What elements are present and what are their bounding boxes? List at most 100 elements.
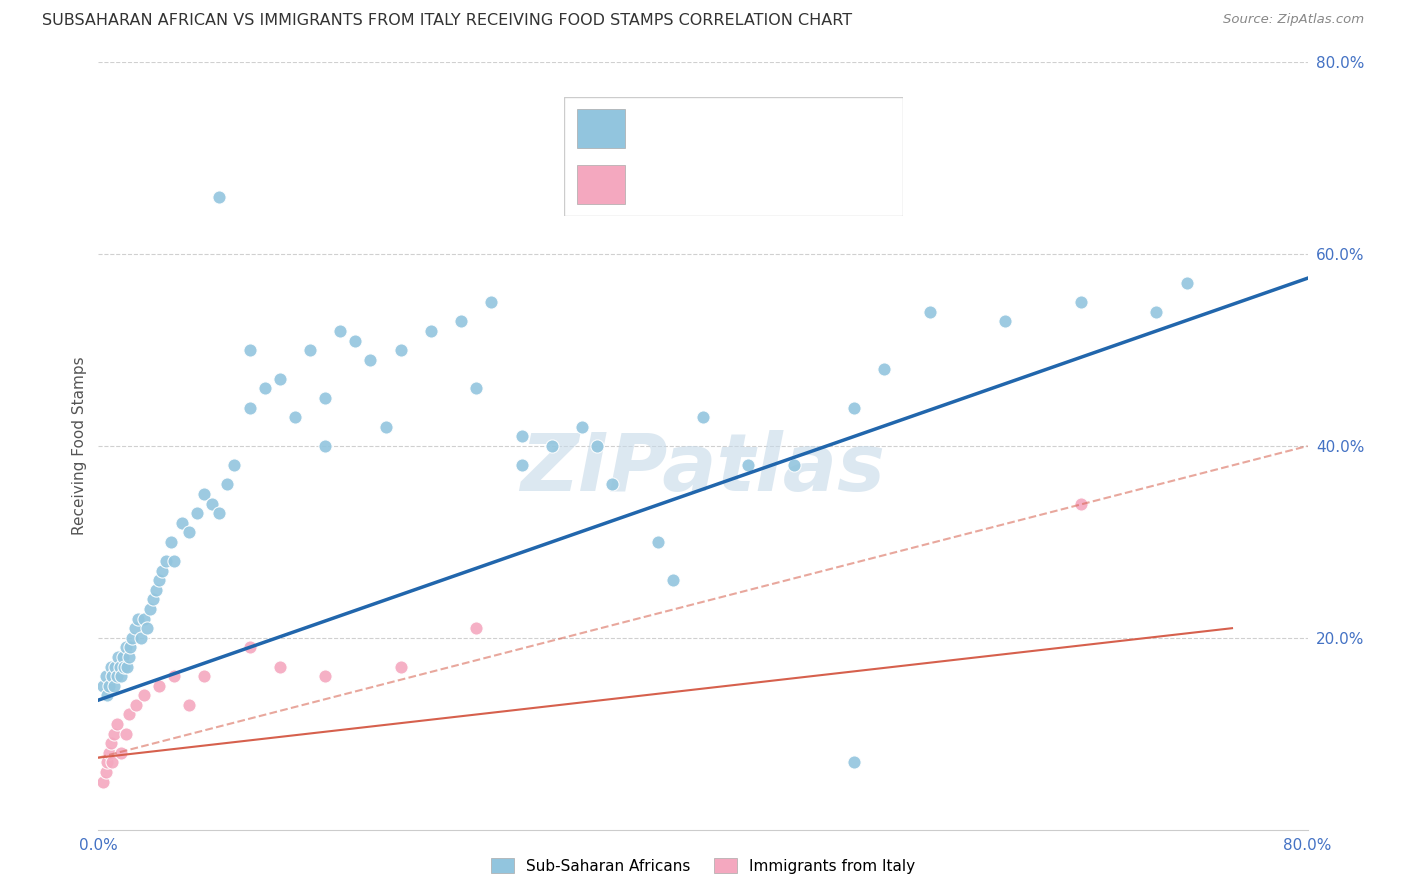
Point (661, 574, 683, 588)
Point (101, 756, 124, 770)
Point (105, 717, 128, 731)
Point (844, 756, 866, 770)
Point (148, 574, 170, 588)
Point (142, 592, 165, 607)
Point (91, 774, 114, 789)
Text: Source: ZipAtlas.com: Source: ZipAtlas.com (1223, 13, 1364, 27)
Point (284, 410, 307, 425)
Point (193, 487, 215, 501)
Point (145, 582, 167, 597)
Point (132, 689, 155, 703)
Point (224, 458, 246, 473)
Point (163, 554, 186, 568)
Point (647, 535, 669, 549)
Point (170, 516, 193, 530)
Point (193, 669, 215, 683)
Point (253, 382, 276, 396)
Point (389, 659, 412, 673)
Point (94, 765, 117, 780)
Point (186, 506, 208, 520)
Point (571, 420, 593, 434)
Point (540, 439, 562, 453)
Point (148, 679, 170, 693)
Point (329, 324, 352, 338)
Point (1175, 276, 1198, 290)
Point (98, 746, 121, 760)
Y-axis label: Receiving Food Stamps: Receiving Food Stamps (72, 357, 87, 535)
Point (115, 659, 138, 673)
Point (1070, 496, 1092, 510)
Point (269, 372, 291, 386)
Point (269, 659, 291, 673)
Point (124, 621, 146, 635)
Point (344, 334, 367, 348)
Point (129, 631, 152, 645)
Point (1070, 295, 1092, 310)
Point (103, 679, 125, 693)
Point (91, 679, 114, 693)
Point (139, 602, 162, 616)
Point (389, 343, 412, 358)
Point (100, 659, 122, 673)
Point (450, 314, 472, 328)
Point (239, 640, 262, 655)
Point (114, 726, 136, 740)
Point (783, 458, 806, 473)
Point (118, 649, 141, 664)
Point (844, 401, 866, 415)
Point (692, 410, 714, 425)
Point (239, 343, 262, 358)
Point (105, 669, 128, 683)
Point (101, 669, 124, 683)
Legend: Sub-Saharan Africans, Immigrants from Italy: Sub-Saharan Africans, Immigrants from It… (485, 852, 921, 880)
Point (103, 726, 125, 740)
Point (465, 382, 488, 396)
Point (160, 535, 183, 549)
Point (107, 649, 129, 664)
Point (96, 689, 118, 703)
Point (98, 679, 121, 693)
Point (100, 736, 122, 750)
Point (918, 305, 941, 319)
Point (737, 458, 759, 473)
Point (150, 564, 173, 578)
Point (163, 669, 186, 683)
Point (374, 420, 396, 434)
Point (420, 324, 443, 338)
Point (314, 439, 336, 453)
Point (602, 477, 624, 491)
Point (481, 295, 503, 310)
Point (135, 621, 157, 635)
Point (510, 429, 533, 443)
Point (179, 525, 201, 540)
Point (114, 640, 136, 655)
Point (314, 669, 336, 683)
Point (994, 314, 1017, 328)
Point (120, 640, 142, 655)
Point (94, 669, 117, 683)
Point (360, 352, 382, 367)
Text: SUBSAHARAN AFRICAN VS IMMIGRANTS FROM ITALY RECEIVING FOOD STAMPS CORRELATION CH: SUBSAHARAN AFRICAN VS IMMIGRANTS FROM IT… (42, 13, 852, 29)
Point (108, 659, 131, 673)
Point (1144, 305, 1167, 319)
Point (111, 649, 134, 664)
Point (96, 756, 118, 770)
Point (873, 362, 896, 376)
Point (104, 659, 127, 673)
Point (208, 189, 231, 203)
Point (125, 698, 148, 712)
Text: ZIPatlas: ZIPatlas (520, 430, 886, 508)
Point (510, 458, 533, 473)
Point (112, 659, 135, 673)
Point (208, 506, 231, 520)
Point (239, 401, 262, 415)
Point (110, 669, 132, 683)
Point (118, 707, 141, 722)
Point (179, 698, 201, 712)
Point (127, 612, 149, 626)
Point (314, 391, 336, 405)
Point (155, 554, 177, 568)
Point (132, 612, 155, 626)
Point (215, 477, 238, 491)
Point (121, 631, 143, 645)
